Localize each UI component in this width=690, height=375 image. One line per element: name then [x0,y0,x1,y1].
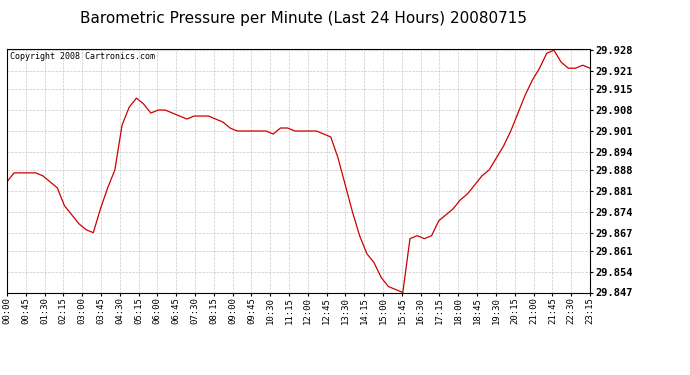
Text: Copyright 2008 Cartronics.com: Copyright 2008 Cartronics.com [10,53,155,62]
Text: Barometric Pressure per Minute (Last 24 Hours) 20080715: Barometric Pressure per Minute (Last 24 … [80,11,527,26]
